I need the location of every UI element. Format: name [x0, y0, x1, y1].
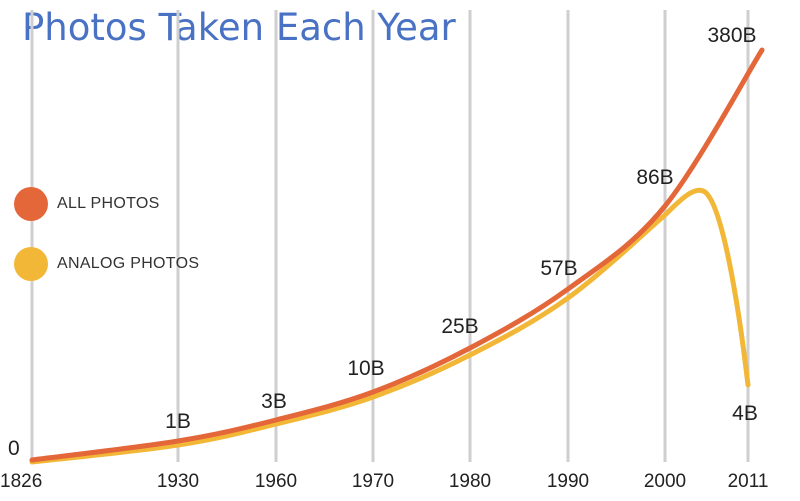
x-tick-1970: 1970 [352, 471, 394, 492]
x-tick-1960: 1960 [255, 471, 297, 492]
series-lines [29, 47, 765, 465]
data-label-all-photos-1826: 0 [8, 437, 20, 460]
legend-item-analog-photos: ANALOG PHOTOS [14, 246, 199, 282]
data-label-all-photos-2000: 86B [636, 166, 673, 189]
legend-label-all-photos: ALL PHOTOS [57, 195, 160, 212]
data-label-all-photos-1980: 25B [441, 315, 478, 338]
x-tick-2000: 2000 [644, 471, 686, 492]
x-tick-1826: 1826 [0, 471, 42, 492]
x-tick-2011: 2011 [728, 471, 769, 492]
legend: ALL PHOTOS ANALOG PHOTOS [14, 186, 199, 306]
legend-item-all-photos: ALL PHOTOS [14, 186, 199, 222]
data-label-all-photos-1990: 57B [540, 257, 577, 280]
data-label-all-photos-1970: 10B [347, 357, 384, 380]
x-tick-1990: 1990 [547, 471, 589, 492]
data-label-all-photos-2011: 380B [707, 24, 756, 47]
data-label-analog-photos-2011: 4B [732, 402, 758, 425]
x-tick-1980: 1980 [449, 471, 491, 492]
series-line-analog-photos [29, 187, 751, 465]
data-label-all-photos-1960: 3B [261, 390, 287, 413]
x-tick-1930: 1930 [157, 471, 199, 492]
legend-swatch-analog-photos [14, 247, 48, 281]
legend-swatch-all-photos [14, 187, 48, 221]
x-axis-ticks: 1826 1930 1960 1970 1980 1990 2000 2011 [0, 471, 768, 492]
data-label-all-photos-1930: 1B [165, 410, 191, 433]
series-line-all-photos [29, 47, 765, 463]
chart-title: Photos Taken Each Year [22, 6, 456, 49]
legend-label-analog-photos: ANALOG PHOTOS [57, 255, 200, 272]
data-labels: 0 1B 3B 10B 25B 57B 86B 380B 4B [8, 24, 758, 460]
grid-lines [30, 10, 750, 462]
